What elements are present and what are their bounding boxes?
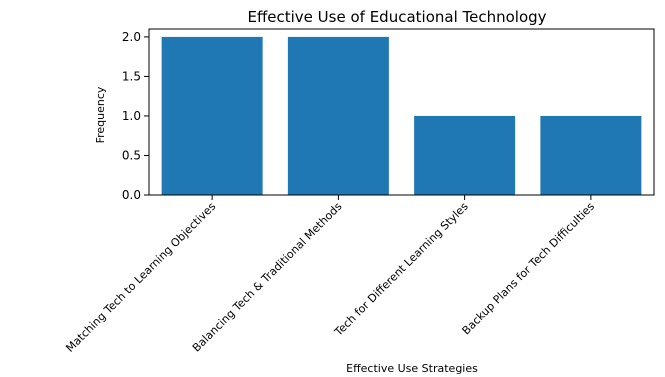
y-tick-label: 0.0 (122, 188, 141, 202)
x-tick-label: Matching Tech to Learning Objectives (63, 200, 218, 355)
x-axis-label: Effective Use Strategies (346, 362, 478, 375)
plot-area: 0.0 0.5 1.0 1.5 2.0 Matching Tech to Learning… (63, 28, 655, 355)
y-tick-label: 1.5 (122, 69, 141, 83)
y-tick-label: 2.0 (122, 30, 141, 44)
y-axis-label: Frequency (94, 86, 107, 143)
y-tick-label: 0.5 (122, 148, 141, 162)
bar (161, 36, 263, 196)
bar (540, 115, 642, 195)
y-tick-label: 1.0 (122, 109, 141, 123)
x-tick-label: Tech for Different Learning Styles (331, 200, 471, 340)
x-tick-label: Balancing Tech & Traditional Methods (190, 200, 345, 355)
bar (414, 115, 516, 195)
chart-title: Effective Use of Educational Technology (247, 8, 546, 26)
plot-frame (148, 28, 655, 196)
x-tick-label: Backup Plans for Tech Difficulties (460, 200, 598, 338)
bar (287, 36, 389, 196)
